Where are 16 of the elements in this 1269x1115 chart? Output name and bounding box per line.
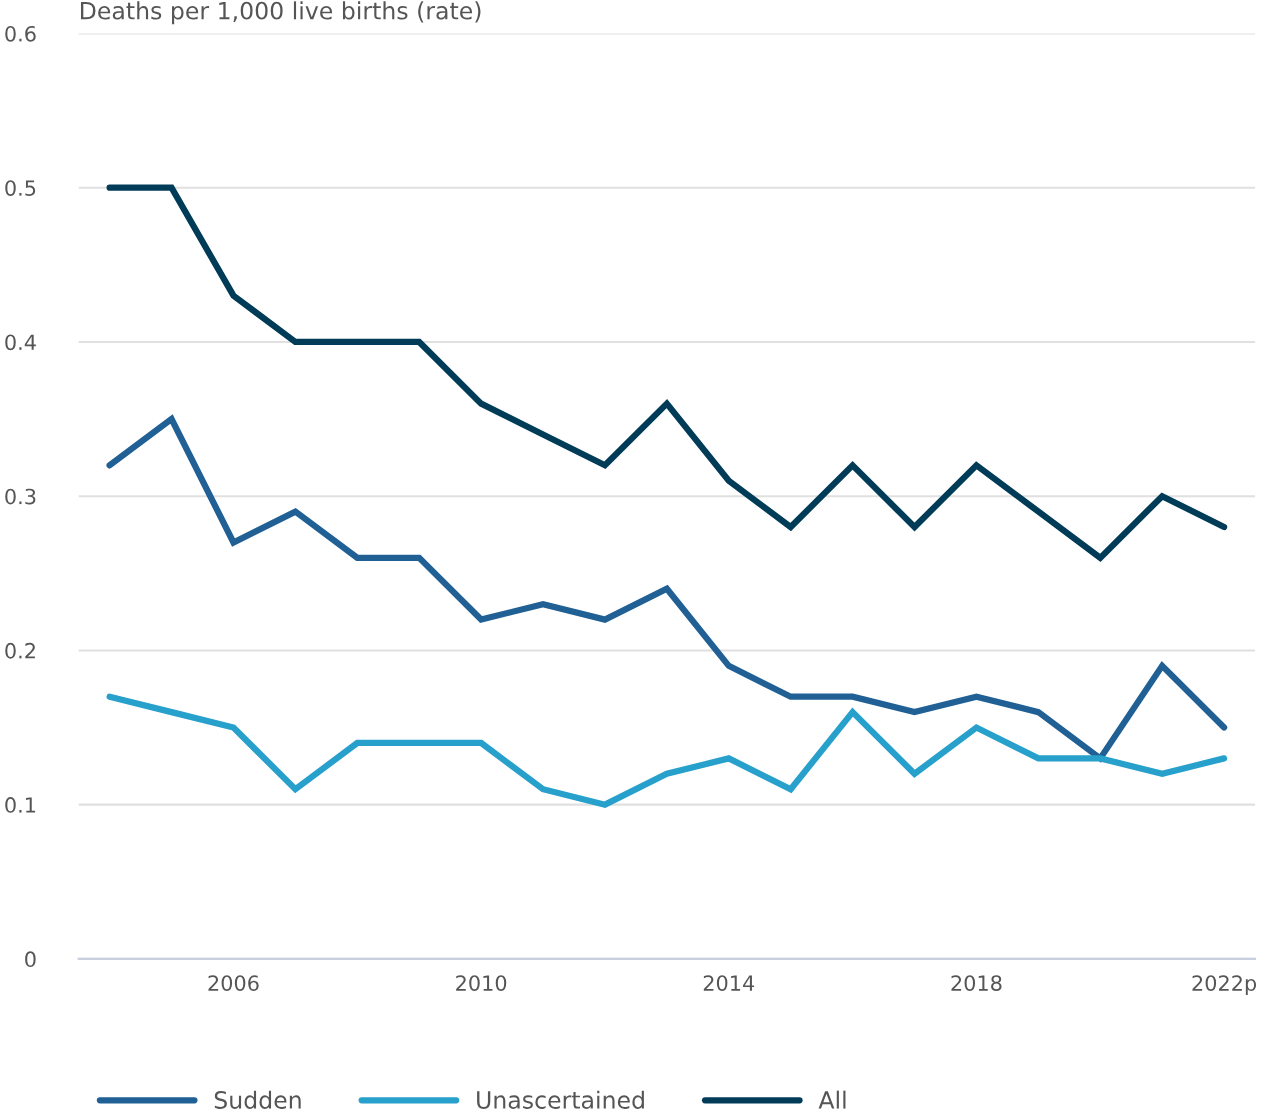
x-tick-label: 2014 (703, 975, 755, 991)
y-tick-label: 0.5 (5, 180, 36, 196)
y-tick-label: 0 (25, 951, 36, 968)
x-tick-label: 2018 (951, 975, 1002, 991)
legend-label: Sudden (214, 1090, 301, 1109)
x-tick-label: 2010 (456, 975, 507, 991)
legend-label: All (818, 1090, 846, 1109)
y-tick-label: 0.1 (5, 797, 36, 813)
y-tick-label: 0.4 (5, 334, 36, 351)
x-tick-label: 2006 (208, 975, 259, 991)
y-axis-title: Deaths per 1,000 live births (rate) (80, 1, 481, 25)
x-tick-label: 2022p (1192, 975, 1257, 996)
legend-label: Unascertained (477, 1090, 644, 1109)
y-tick-label: 0.6 (5, 25, 36, 42)
y-tick-label: 0.3 (5, 488, 36, 505)
y-tick-label: 0.2 (5, 642, 35, 659)
